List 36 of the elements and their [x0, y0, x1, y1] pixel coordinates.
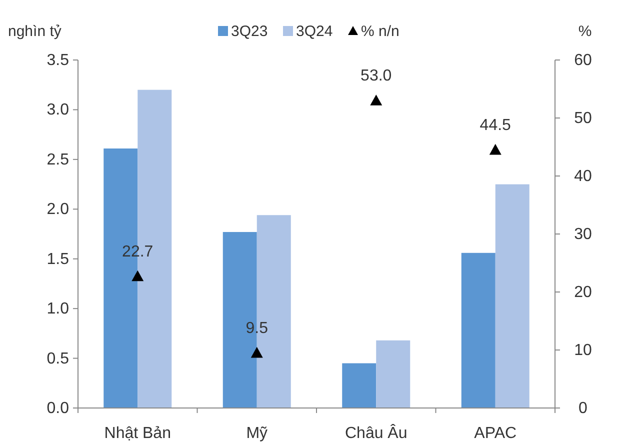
- y2-tick-label: 0: [578, 400, 588, 417]
- point: [250, 346, 263, 358]
- y2-tick-label: 50: [574, 110, 592, 127]
- legend-label: 3Q23: [231, 23, 268, 40]
- x-tick-label: Nhật Bản: [104, 425, 171, 442]
- bar: [342, 363, 376, 408]
- y-tick-label: 3.5: [46, 52, 70, 69]
- point: [489, 144, 502, 155]
- x-tick-label: APAC: [474, 425, 517, 442]
- y-tick-label: 2.0: [46, 201, 70, 218]
- y-tick-label: 0.5: [46, 350, 70, 368]
- data-label: 44.5: [480, 116, 512, 134]
- bar: [461, 252, 496, 408]
- x-tick-label: Mỹ: [246, 425, 268, 442]
- point: [132, 270, 144, 282]
- y-axis-title: nghìn tỷ: [8, 23, 62, 40]
- data-label: 9.5: [246, 320, 268, 337]
- point: [370, 94, 382, 106]
- bar: [495, 184, 530, 408]
- y2-tick-label: 30: [574, 226, 592, 243]
- data-label: 22.7: [122, 243, 154, 260]
- y-tick-label: 3.0: [46, 102, 70, 119]
- bar: [376, 340, 410, 408]
- y2-tick-label: 60: [574, 52, 592, 69]
- y2-tick-label: 40: [574, 168, 592, 185]
- y-tick-label: 1.0: [46, 300, 70, 318]
- y-tick-label: 1.5: [46, 250, 70, 268]
- legend-label: % n/n: [361, 23, 400, 40]
- y-tick-label: 0.0: [46, 400, 70, 417]
- y2-tick-label: 10: [574, 342, 592, 359]
- y-tick-label: 2.5: [46, 151, 70, 168]
- x-tick-label: Châu Âu: [344, 424, 408, 442]
- y2-axis-title: %: [578, 23, 592, 40]
- data-label: 53.0: [360, 68, 392, 85]
- legend-label: 3Q24: [296, 23, 333, 40]
- y2-tick-label: 20: [574, 284, 592, 301]
